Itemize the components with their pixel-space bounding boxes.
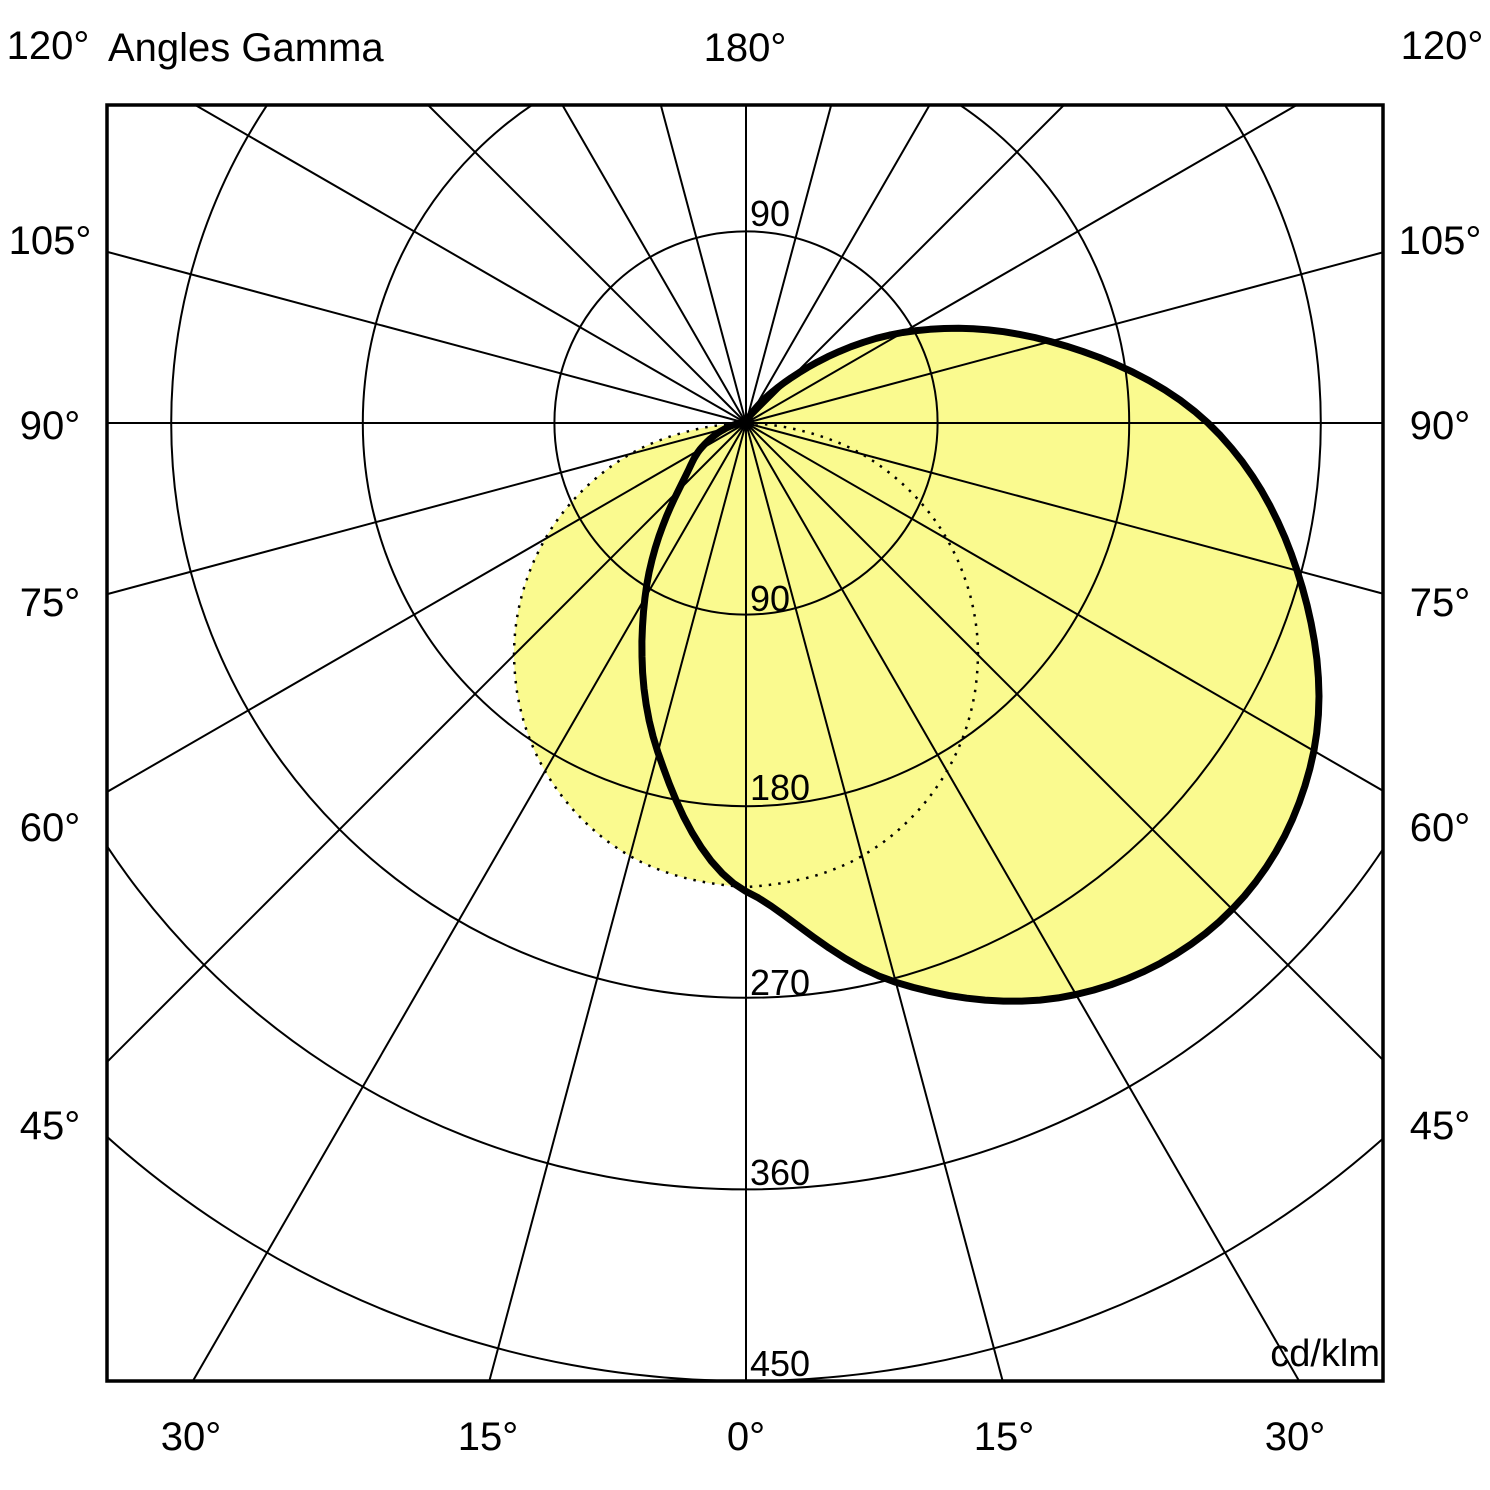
chart-title: Angles Gamma — [108, 26, 384, 70]
unit-label: cd/klm — [1270, 1333, 1380, 1375]
gamma-ray-line — [561, 105, 747, 424]
gamma-angle-label-right: 90° — [1410, 404, 1471, 448]
gamma-angle-label-left: 45° — [20, 1104, 81, 1148]
gamma-ray-line — [107, 250, 747, 424]
gamma-angle-label-bottom: 30° — [161, 1415, 222, 1459]
gamma-angle-label-left: 75° — [20, 581, 81, 625]
gamma-angle-label-bottom: 15° — [458, 1415, 519, 1459]
gamma-ray-line — [745, 251, 1383, 424]
gamma-ray-line — [107, 422, 747, 596]
gamma-angle-label-right: 45° — [1410, 1104, 1471, 1148]
gamma-ray-line — [426, 105, 747, 424]
intensity-fill-region — [514, 328, 1319, 1002]
radial-tick-label: 450 — [750, 1343, 810, 1384]
gamma-angle-label-bottom: 0° — [727, 1415, 765, 1459]
axis-labels: 120° 105° 90° 75° 60° 45° 120° 105° 90° 75° 60° 45°… — [7, 24, 1484, 1459]
gamma-ray-line — [488, 422, 747, 1381]
solid-intensity-curve — [638, 324, 1323, 1005]
gamma-angle-label-right: 60° — [1410, 806, 1471, 850]
gamma-ray-line — [193, 105, 747, 424]
gamma-angle-label-right: 75° — [1410, 581, 1471, 625]
gamma-ray-line — [745, 105, 1299, 424]
gamma-ray-line — [745, 105, 931, 424]
gamma-angle-label-right: 120° — [1401, 24, 1484, 68]
radial-tick-label: 360 — [750, 1152, 810, 1193]
gamma-ray-line — [107, 422, 747, 794]
gamma-ray-line — [191, 422, 747, 1381]
gamma-ray-line — [745, 422, 1004, 1381]
gamma-angle-label-bottom: 15° — [974, 1415, 1035, 1459]
gamma-angle-label-left: 120° — [7, 24, 90, 68]
radial-tick-label: 180 — [750, 767, 810, 808]
gamma-ray-line — [745, 105, 833, 424]
gamma-angle-label-left: 60° — [20, 806, 81, 850]
radial-tick-label: 270 — [750, 962, 810, 1003]
radial-tick-label-top: 90 — [750, 193, 790, 234]
gamma-ray-line — [745, 422, 1301, 1381]
gamma-180-label: 180° — [704, 26, 787, 70]
gamma-ray-line — [745, 422, 1383, 792]
gamma-ray-line — [745, 422, 1383, 595]
gamma-angle-label-right: 105° — [1399, 219, 1482, 263]
gamma-ray-line — [659, 105, 747, 424]
gamma-angle-label-bottom: 30° — [1265, 1415, 1326, 1459]
chart-frame — [105, 103, 1385, 1383]
gamma-ray-line — [107, 422, 747, 1064]
gamma-angle-label-left: 90° — [20, 404, 81, 448]
intensity-curves — [512, 324, 1323, 1005]
gamma-angle-label-left: 105° — [9, 219, 92, 263]
gamma-ray-line — [745, 105, 1066, 424]
radial-tick-label: 90 — [750, 578, 790, 619]
gamma-ray-line — [745, 422, 1383, 1062]
